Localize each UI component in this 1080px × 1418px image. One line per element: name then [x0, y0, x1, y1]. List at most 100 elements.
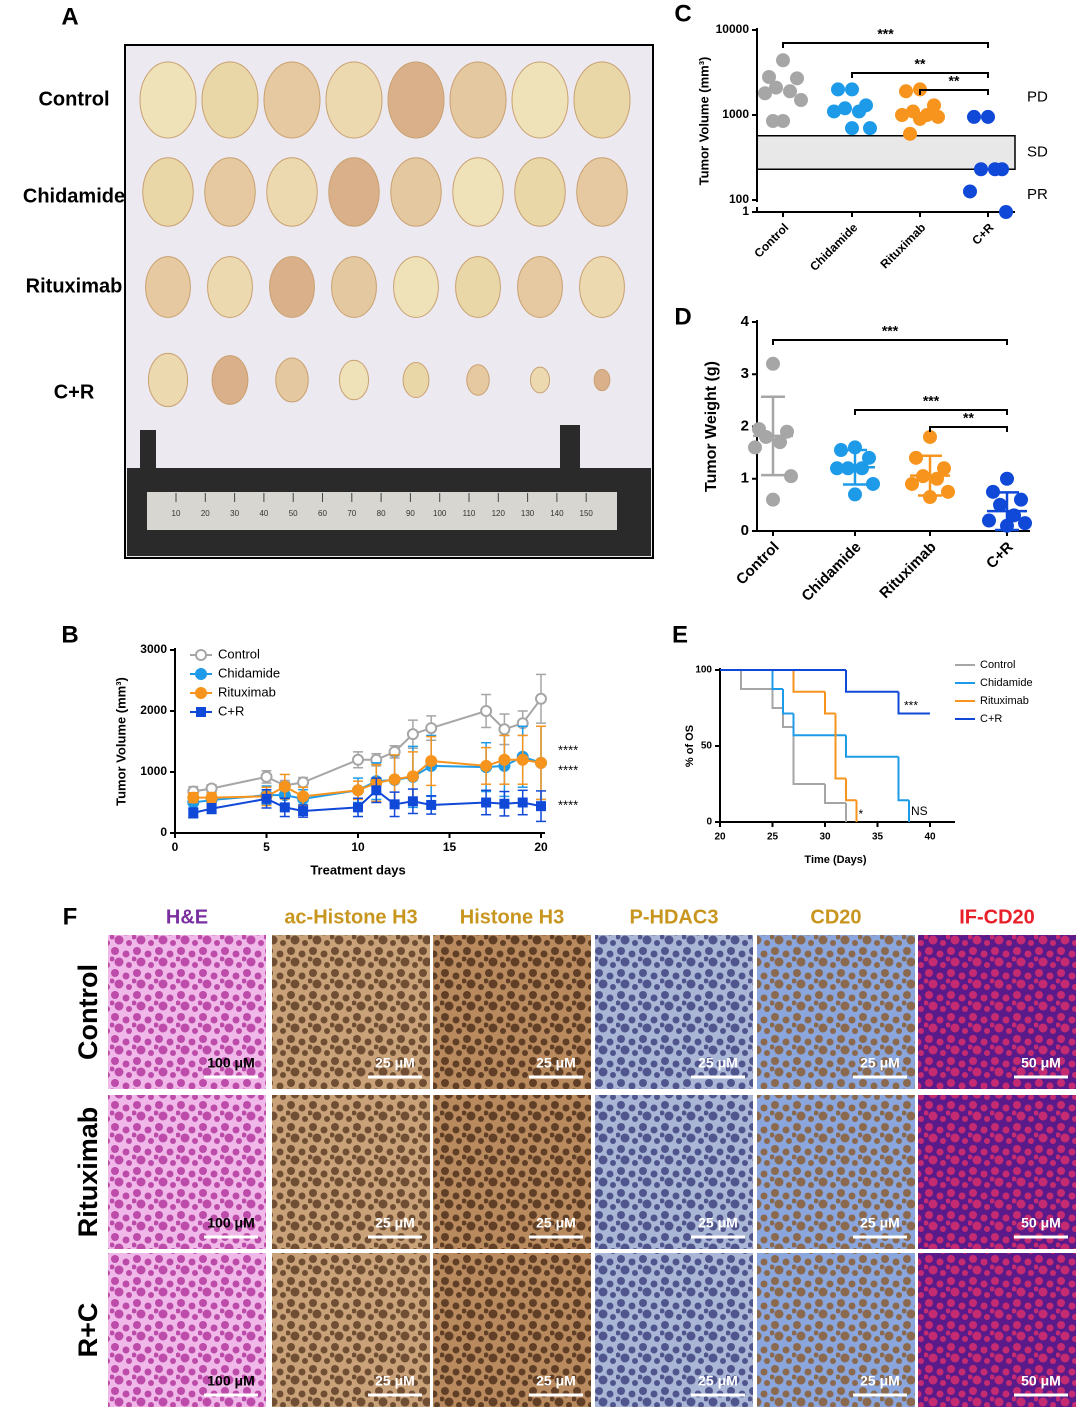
tumor	[139, 61, 197, 139]
dot	[930, 471, 944, 486]
y-axis-label: Tumor Weight (g)	[703, 361, 720, 492]
survival-step	[897, 691, 930, 715]
dot	[845, 121, 859, 136]
y-tick-label: 50	[701, 741, 713, 752]
scale-bar-label: 25 μM	[698, 1215, 738, 1231]
dot	[783, 84, 797, 99]
y-tick-label: 1000	[722, 107, 749, 121]
dot	[905, 476, 919, 491]
scale-bar-label: 25 μM	[860, 1373, 900, 1389]
dot	[766, 113, 780, 128]
dot	[773, 435, 787, 450]
ruler-label: 60	[318, 509, 327, 518]
x-tick-label: 20	[534, 840, 548, 854]
dot	[937, 461, 951, 476]
tumor	[455, 256, 501, 318]
dot	[981, 109, 995, 124]
micrograph	[595, 1095, 753, 1249]
significance-bracket	[782, 42, 989, 48]
column-header: IF-CD20	[959, 906, 1035, 928]
marker	[195, 649, 207, 661]
dot	[790, 71, 804, 86]
x-tick-label: Chidamide	[798, 539, 864, 605]
x-tick-label: 5	[263, 840, 270, 854]
micrograph	[595, 1253, 753, 1407]
dot	[769, 80, 783, 95]
caliper-jaw	[560, 425, 580, 475]
tumor	[266, 157, 318, 227]
y-tick-label: 1	[742, 204, 749, 218]
annotation: ****	[558, 762, 578, 777]
significance-label: ***	[877, 26, 894, 42]
significance-bracket	[919, 89, 989, 95]
annotation: *	[859, 807, 864, 821]
survival-step	[771, 689, 783, 709]
legend-label: Rituximab	[218, 684, 276, 699]
marker	[407, 796, 418, 807]
y-tick-label: 4	[741, 313, 750, 330]
survival-step	[824, 784, 846, 804]
y-axis-label: Tumor Volume (mm³)	[113, 677, 128, 806]
panel-label: E	[672, 621, 688, 648]
tumor	[393, 256, 439, 318]
caliper-jaw	[140, 430, 156, 475]
annotation: NS	[911, 804, 928, 818]
scale-bar-label: 25 μM	[536, 1055, 576, 1071]
marker	[425, 755, 438, 768]
dot	[923, 490, 937, 505]
dot	[986, 484, 1000, 499]
micrograph	[108, 1253, 266, 1407]
dot	[776, 113, 790, 128]
ruler-label: 70	[347, 509, 356, 518]
marker	[205, 791, 218, 804]
marker	[352, 784, 364, 797]
dot	[848, 487, 862, 502]
tumor	[390, 157, 442, 227]
dot	[967, 109, 981, 124]
x-axis-label: Time (Days)	[804, 854, 866, 866]
dot	[866, 476, 880, 491]
y-tick-label: 0	[706, 817, 712, 828]
marker	[195, 668, 207, 680]
dot	[895, 108, 909, 122]
dot	[988, 162, 1002, 177]
annotation: ***	[904, 699, 918, 713]
micrograph	[918, 1095, 1076, 1249]
survival-step	[824, 691, 836, 715]
micrograph	[433, 1253, 591, 1407]
marker	[498, 753, 511, 766]
marker	[206, 803, 217, 814]
x-tick-label: C+R	[983, 539, 1017, 573]
tumor	[579, 256, 625, 318]
micrograph	[272, 1253, 430, 1407]
marker	[535, 756, 547, 769]
row-label: Rituximab	[73, 1107, 103, 1238]
x-tick-label: Control	[751, 220, 791, 260]
dot	[993, 497, 1007, 512]
dot	[1018, 516, 1032, 531]
tumor	[275, 357, 309, 403]
tumor	[529, 366, 551, 394]
ruler-label: 110	[463, 509, 476, 518]
dot	[758, 86, 772, 101]
tumor	[387, 61, 445, 139]
marker	[499, 798, 510, 809]
dot	[831, 82, 845, 97]
tumor	[147, 352, 189, 408]
survival-step	[782, 689, 794, 715]
column-header: CD20	[810, 906, 861, 928]
tumor	[449, 61, 507, 139]
ruler-label: 150	[580, 509, 594, 518]
row-label: Chidamide	[23, 185, 125, 207]
tumor	[338, 359, 370, 401]
x-tick-label: Chidamide	[807, 220, 861, 274]
tumor	[402, 362, 430, 398]
dot	[794, 93, 808, 108]
marker	[406, 770, 419, 783]
marker	[498, 723, 511, 736]
zone-label: PD	[1027, 89, 1048, 106]
survival-step	[897, 756, 909, 802]
survival-step	[792, 727, 825, 785]
dot	[863, 121, 877, 136]
survival-step	[771, 670, 783, 690]
